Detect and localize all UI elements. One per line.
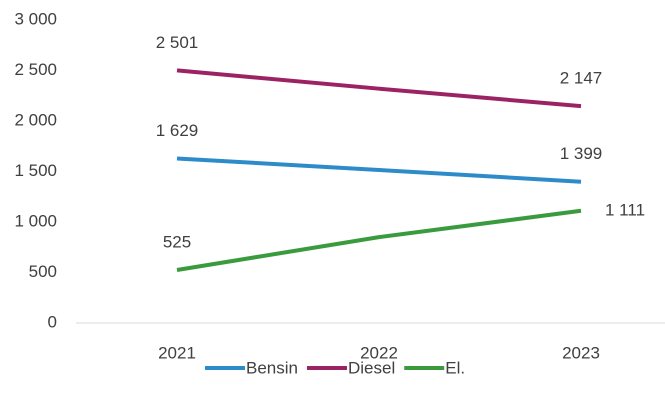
y-tick-label: 0 — [48, 312, 57, 331]
y-tick-label: 1 000 — [14, 211, 57, 230]
line-series — [176, 208, 582, 272]
data-label: 1 629 — [156, 121, 199, 140]
data-label: 2 501 — [156, 33, 199, 52]
y-tick-label: 2 500 — [14, 60, 57, 79]
data-label: 2 147 — [560, 69, 603, 88]
y-tick-label: 2 000 — [14, 110, 57, 129]
y-tick-label: 500 — [29, 262, 57, 281]
data-label: 1 111 — [605, 200, 645, 219]
line-series — [176, 156, 582, 184]
data-label: 1 399 — [560, 144, 603, 163]
y-tick-label: 3 000 — [14, 9, 57, 28]
legend-label: Bensin — [246, 358, 298, 377]
x-tick-label: 2023 — [562, 343, 600, 362]
legend-label: El. — [445, 358, 465, 377]
x-tick-label: 2021 — [158, 343, 196, 362]
data-label: 525 — [163, 232, 191, 251]
y-tick-label: 1 500 — [14, 161, 57, 180]
line-series — [176, 68, 582, 109]
legend-label: Diesel — [348, 358, 395, 377]
x-tick-label: 2022 — [360, 343, 398, 362]
